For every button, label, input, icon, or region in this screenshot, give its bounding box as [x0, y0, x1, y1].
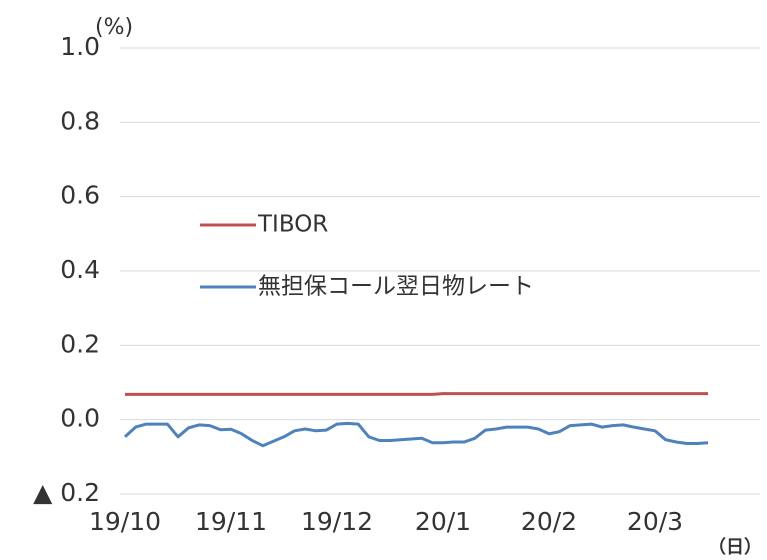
y-unit: (%)	[95, 15, 133, 40]
x-tick-label: 19/11	[195, 507, 267, 536]
series-line	[125, 392, 708, 396]
y-tick-label: 1.0	[60, 32, 100, 61]
y-tick-label: ▲ 0.2	[33, 478, 100, 507]
x-tick-label: 20/2	[521, 507, 577, 536]
y-tick-label: 0.2	[60, 329, 100, 358]
legend-label: TIBOR	[257, 212, 328, 238]
y-tick-label: 0.6	[60, 181, 100, 210]
x-unit: （日）	[708, 537, 762, 558]
y-tick-label: 0.4	[60, 255, 100, 284]
series-line	[123, 421, 709, 448]
x-tick-label: 20/1	[415, 507, 471, 536]
x-tick-label: 19/10	[89, 507, 161, 536]
y-tick-label: 0.0	[60, 404, 100, 433]
x-tick-label: 19/12	[301, 507, 373, 536]
y-tick-label: 0.8	[60, 106, 100, 135]
legend-label: 無担保コール翌日物レート	[258, 274, 534, 300]
x-tick-label: 20/3	[627, 507, 683, 536]
